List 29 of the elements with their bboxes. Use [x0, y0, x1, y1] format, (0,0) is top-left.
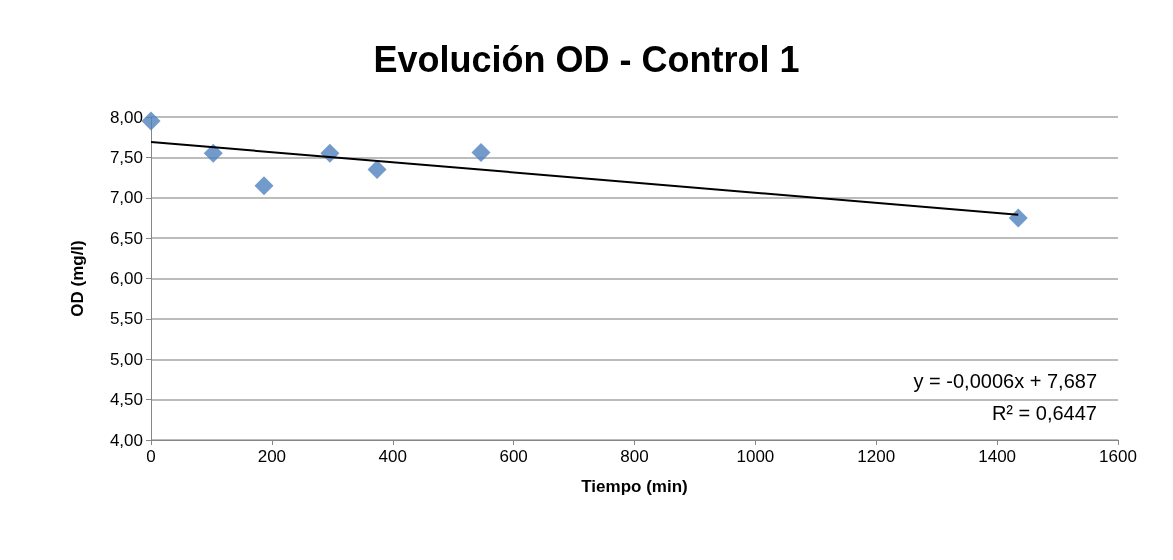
- y-axis-title: OD (mg/l): [68, 240, 87, 317]
- point: [203, 143, 223, 163]
- y-tick-label: 5,50: [109, 309, 143, 329]
- y-tick-label: 4,00: [109, 430, 143, 450]
- y-tick-label: 4,50: [109, 390, 143, 410]
- x-axis-title: Tiempo (min): [581, 477, 688, 496]
- x-tick-label: 1600: [1099, 447, 1137, 466]
- point: [1008, 208, 1028, 228]
- annotation: R² = 0,6447: [991, 402, 1097, 424]
- y-tick-label: 6,50: [109, 228, 143, 248]
- annotation: y = -0,0006x + 7,687: [913, 370, 1097, 392]
- x-tick-label: 400: [378, 447, 407, 466]
- point: [471, 143, 491, 163]
- y-tick-label: 7,00: [109, 188, 143, 208]
- y-tick-label: 8,00: [109, 107, 143, 127]
- x-tick-label: 1000: [736, 447, 775, 466]
- x-tick-label: 200: [257, 447, 287, 466]
- point: [367, 159, 387, 179]
- chart-title: Evolución OD - Control 1: [373, 38, 800, 80]
- y-tick-label: 7,50: [109, 147, 143, 167]
- y-tick-label: 5,00: [109, 349, 143, 369]
- x-tick-label: 1400: [978, 447, 1017, 466]
- x-tick-label: 1200: [857, 447, 896, 466]
- x-tick-label: 600: [499, 447, 528, 466]
- y-tick-label: 6,00: [109, 269, 143, 288]
- point: [141, 111, 161, 131]
- x-tick-label: 0: [146, 447, 156, 466]
- point: [254, 176, 274, 196]
- x-tick-label: 800: [620, 447, 649, 466]
